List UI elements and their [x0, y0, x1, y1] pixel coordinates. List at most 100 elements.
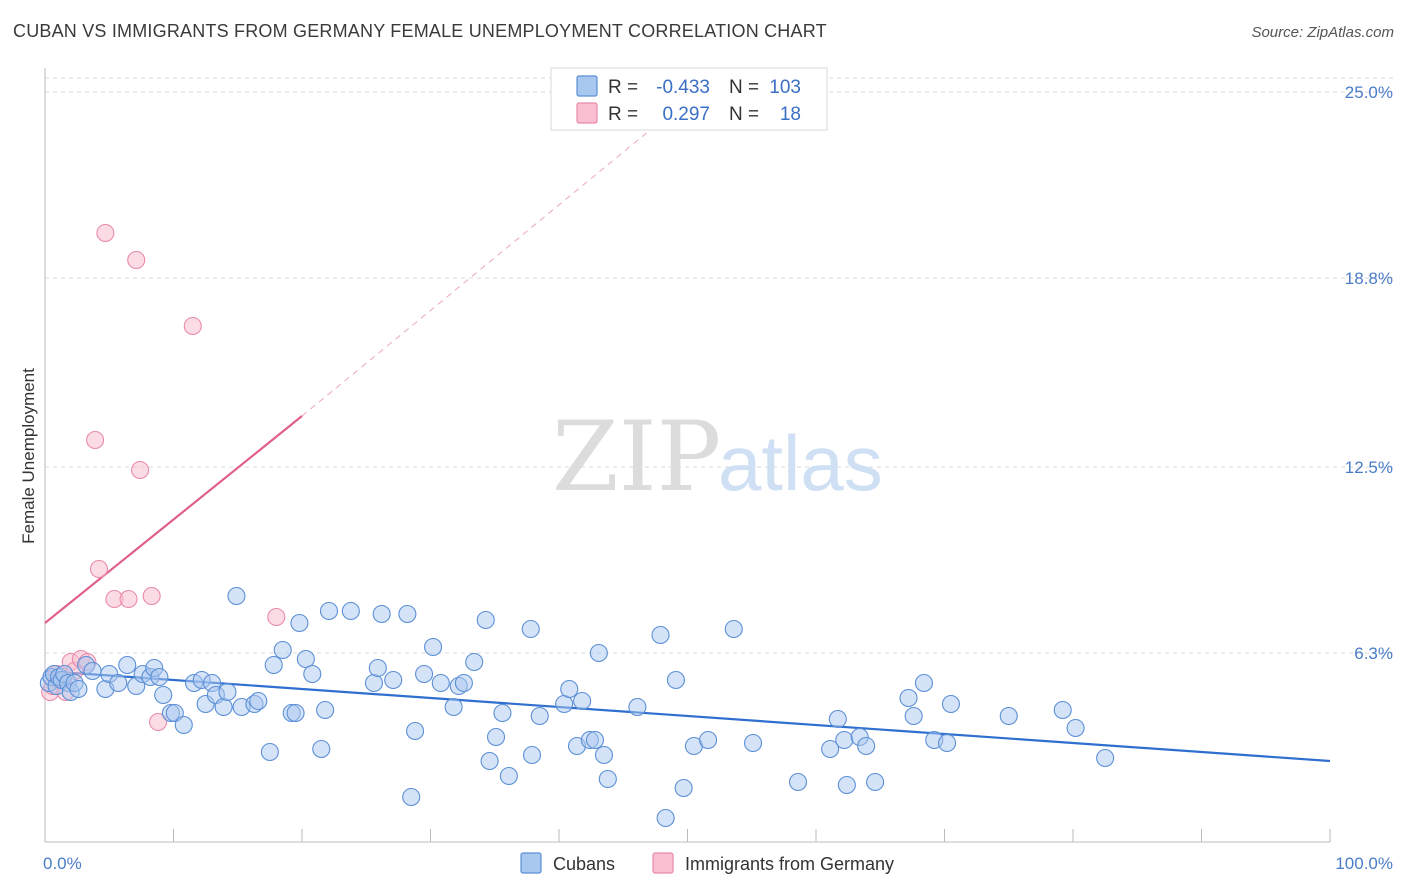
point-cubans-53 [398, 604, 417, 624]
point-cubans-106 [1096, 748, 1115, 768]
series-legend: Cubans Immigrants from Germany [520, 852, 894, 874]
point-germany-16 [131, 460, 150, 480]
point-germany-10 [86, 430, 105, 450]
point-cubans-48 [341, 601, 360, 621]
point-cubans-32 [218, 682, 237, 702]
point-cubans-64 [480, 751, 499, 771]
tick-labels: 6.3% 12.5% 18.8% 25.0% 0.0% 100.0% [43, 83, 1393, 873]
point-cubans-72 [560, 679, 579, 699]
point-cubans-76 [585, 730, 605, 750]
trend-line-cubans [44, 669, 1331, 763]
bottom-legend-label-germany: Immigrants from Germany [685, 854, 894, 874]
point-cubans-80 [628, 697, 647, 717]
series-germany-points [41, 223, 286, 732]
point-cubans-59 [444, 697, 463, 717]
point-cubans-39 [273, 640, 292, 660]
point-cubans-55 [406, 721, 425, 741]
bottom-legend-swatch-cubans [520, 852, 542, 874]
point-cubans-36 [249, 691, 268, 711]
watermark: ZIP atlas [552, 401, 883, 513]
point-cubans-83 [666, 670, 685, 690]
point-cubans-50 [368, 658, 387, 678]
point-cubans-57 [424, 637, 443, 657]
series-cubans-points [39, 586, 1115, 828]
legend-n-label-2: N = [729, 104, 759, 125]
point-cubans-103 [999, 706, 1018, 726]
point-cubans-44 [303, 664, 322, 684]
point-cubans-68 [521, 619, 540, 639]
point-cubans-21 [150, 667, 169, 687]
axes [44, 68, 1331, 843]
point-cubans-38 [264, 655, 283, 675]
point-cubans-96 [866, 772, 885, 792]
watermark-atlas: atlas [718, 419, 883, 507]
legend-n-label-1: N = [729, 77, 759, 98]
point-germany-18 [149, 712, 168, 732]
point-cubans-78 [594, 745, 614, 765]
point-germany-17 [142, 586, 161, 606]
point-cubans-67 [499, 766, 518, 786]
legend-r-value-1: -0.433 [656, 77, 710, 98]
point-cubans-51 [372, 604, 391, 624]
point-cubans-104 [1053, 700, 1072, 720]
point-cubans-46 [316, 700, 335, 720]
legend-swatch-cubans [576, 75, 598, 97]
bottom-legend-label-cubans: Cubans [553, 854, 615, 874]
trend-lines [44, 130, 1331, 763]
point-cubans-12 [83, 661, 102, 681]
y-tick-label-0: 6.3% [1354, 644, 1393, 663]
point-cubans-101 [938, 733, 957, 753]
point-cubans-52 [384, 670, 403, 690]
point-cubans-54 [402, 787, 421, 807]
point-cubans-45 [312, 739, 331, 759]
chart-title: CUBAN VS IMMIGRANTS FROM GERMANY FEMALE … [13, 21, 827, 41]
point-cubans-65 [486, 727, 506, 747]
point-cubans-86 [699, 730, 718, 750]
legend-r-label-1: R = [608, 77, 638, 98]
source-label: Source: ZipAtlas.com [1251, 24, 1394, 41]
point-cubans-66 [493, 703, 512, 723]
x-tick-label-1: 100.0% [1335, 854, 1393, 873]
legend-n-value-1: 103 [769, 77, 801, 98]
x-tick-label-0: 0.0% [43, 854, 82, 873]
correlation-legend: R = -0.433 N = 103 R = 0.297 N = 18 [550, 67, 828, 131]
point-cubans-93 [837, 775, 856, 795]
point-cubans-43 [296, 649, 315, 669]
point-germany-11 [89, 559, 109, 579]
point-cubans-31 [214, 697, 233, 717]
point-cubans-92 [835, 730, 854, 750]
point-cubans-97 [899, 688, 918, 708]
point-germany-12 [96, 223, 115, 243]
point-cubans-25 [174, 715, 193, 735]
point-cubans-22 [154, 685, 173, 705]
point-germany-19 [183, 316, 202, 336]
point-germany-20 [267, 607, 286, 627]
point-cubans-56 [415, 664, 434, 684]
trend-line-germany [44, 415, 303, 624]
point-cubans-74 [573, 691, 592, 711]
point-cubans-89 [788, 772, 808, 792]
point-cubans-84 [674, 778, 693, 798]
point-cubans-77 [589, 643, 608, 663]
point-cubans-24 [165, 703, 184, 723]
y-tick-label-2: 18.8% [1345, 269, 1393, 288]
legend-r-value-2: 0.297 [662, 104, 710, 125]
point-cubans-98 [904, 706, 923, 726]
point-cubans-37 [260, 742, 279, 762]
point-cubans-10 [69, 679, 88, 699]
watermark-zip: ZIP [552, 401, 721, 513]
grid-lines [45, 77, 1395, 654]
y-tick-label-3: 25.0% [1345, 83, 1393, 102]
point-cubans-102 [941, 694, 960, 714]
point-cubans-82 [656, 808, 675, 828]
point-cubans-87 [724, 619, 743, 639]
point-cubans-47 [319, 601, 339, 621]
point-cubans-71 [555, 694, 574, 714]
y-axis-label: Female Unemployment [19, 368, 38, 544]
point-germany-14 [119, 589, 138, 609]
point-cubans-63 [476, 610, 495, 630]
y-tick-label-1: 12.5% [1345, 458, 1393, 477]
legend-n-value-2: 18 [780, 104, 801, 125]
point-cubans-16 [118, 655, 137, 675]
point-cubans-33 [227, 586, 246, 606]
